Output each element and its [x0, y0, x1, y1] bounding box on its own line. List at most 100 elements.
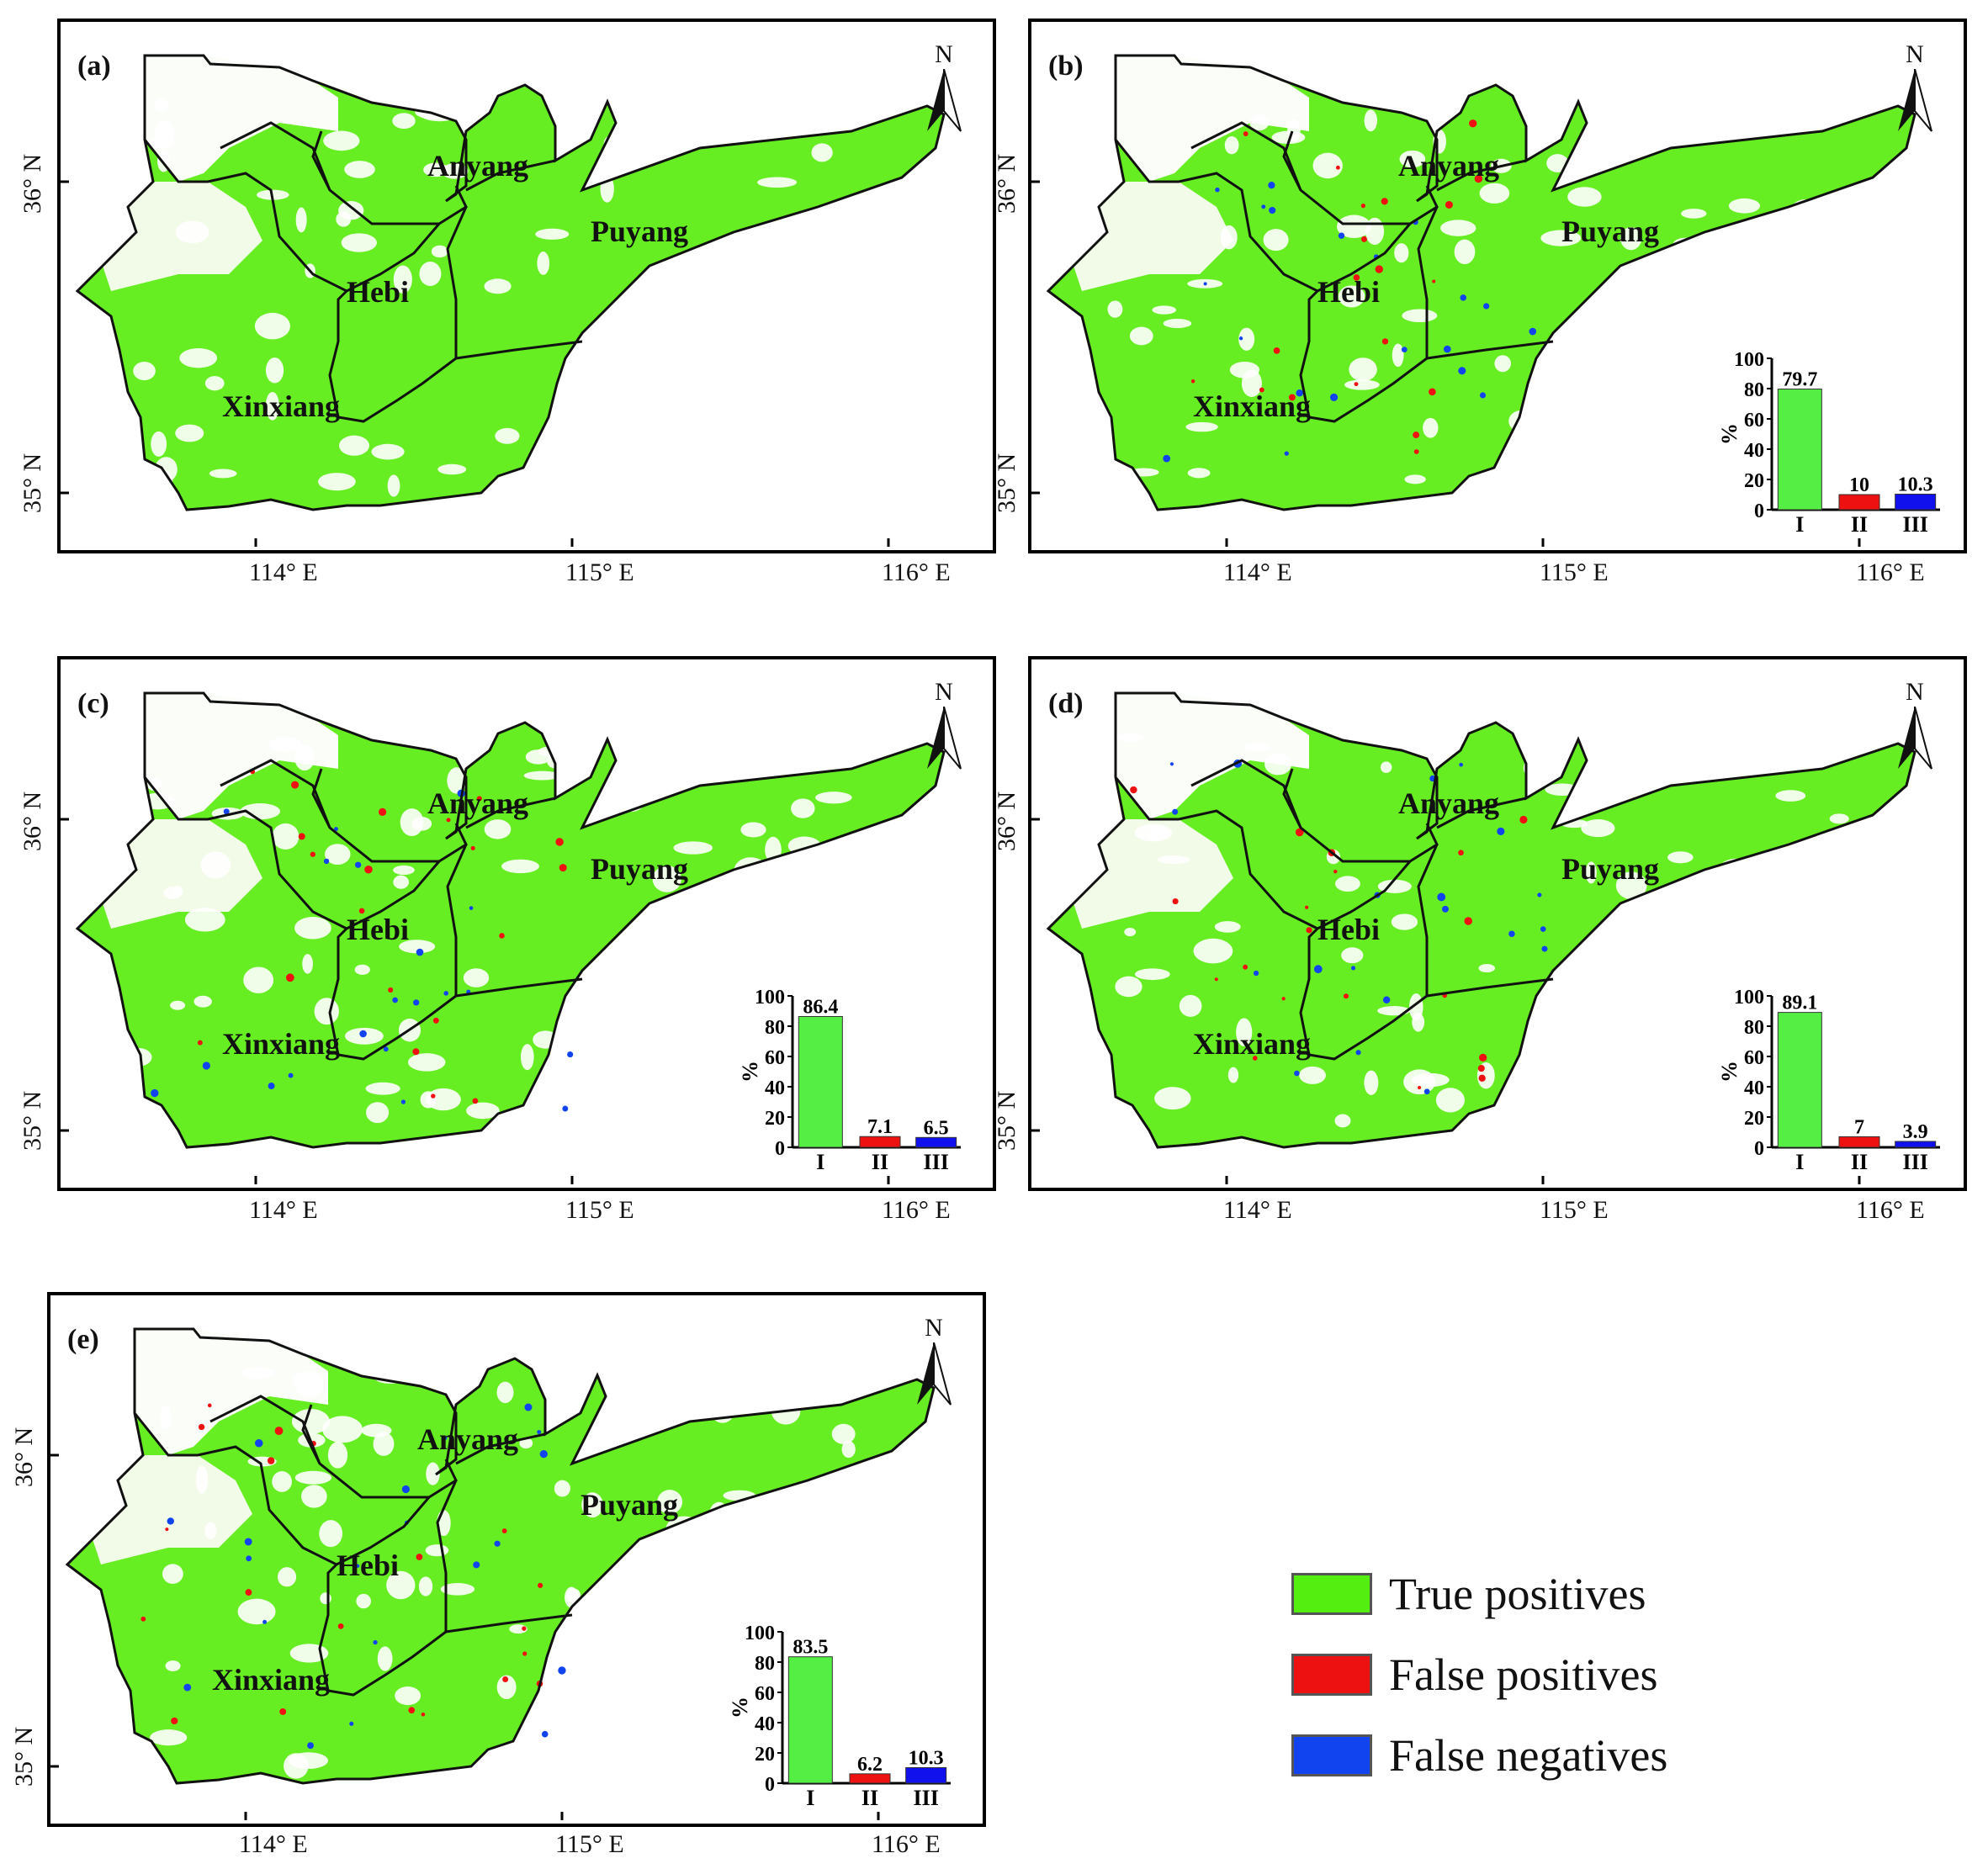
- settlement-patch: [1394, 243, 1409, 263]
- settlement-patch: [377, 1646, 393, 1671]
- map-area: [61, 54, 946, 547]
- city-label-xinxiang: Xinxiang: [222, 1027, 341, 1061]
- settlement-patch: [797, 912, 819, 929]
- city-label-anyang: Anyang: [1398, 149, 1500, 183]
- settlement-patch: [200, 851, 231, 879]
- error-speckle: [1253, 970, 1259, 977]
- accuracy-bar-chart: 0 20 40 60 80 100% 79.7 I 10 II 10.3 III: [1713, 325, 1957, 543]
- settlement-patch: [568, 1053, 582, 1069]
- error-speckle: [1343, 993, 1349, 999]
- error-speckle: [522, 1651, 527, 1656]
- mountain-area: [145, 693, 338, 819]
- settlement-patch: [1227, 1067, 1239, 1083]
- settlement-patch: [1756, 945, 1794, 964]
- settlement-patch: [319, 1520, 343, 1548]
- settlement-patch: [1559, 327, 1586, 353]
- cropland-area: [1048, 56, 1915, 510]
- settlement-patch: [501, 859, 539, 874]
- settlement-patch: [669, 1373, 681, 1399]
- category-label: I: [1795, 512, 1804, 537]
- settlement-patch: [1423, 417, 1439, 438]
- settlement-patch: [1402, 309, 1438, 323]
- settlement-patch: [1229, 361, 1260, 379]
- settlement-patch: [523, 770, 561, 781]
- settlement-patch: [1775, 790, 1806, 802]
- error-speckle: [223, 808, 230, 815]
- settlement-patch: [1154, 1087, 1191, 1110]
- error-speckle: [1360, 204, 1365, 209]
- settlement-patch: [769, 113, 791, 125]
- error-speckle: [1259, 387, 1264, 393]
- settlement-patch: [533, 1721, 552, 1731]
- bar: [798, 1015, 843, 1148]
- settlement-patch: [294, 1470, 332, 1485]
- settlement-patch: [757, 231, 782, 253]
- settlement-patch: [1095, 1116, 1129, 1126]
- error-speckle: [1335, 165, 1340, 170]
- error-speckle: [359, 1030, 367, 1038]
- settlement-patch: [341, 233, 377, 252]
- city-boundary: [1282, 130, 1302, 191]
- settlement-patch: [1667, 256, 1704, 278]
- settlement-patch: [1263, 229, 1289, 251]
- settlement-patch: [681, 426, 708, 453]
- settlement-patch: [495, 427, 520, 444]
- settlement-patch: [651, 316, 677, 346]
- city-boundary: [1426, 977, 1554, 998]
- error-speckle: [559, 864, 567, 872]
- settlement-patch: [496, 1381, 514, 1404]
- settlement-patch: [1551, 426, 1575, 436]
- error-speckle: [1459, 762, 1463, 767]
- y-tick-label: 40: [1744, 440, 1764, 462]
- error-speckle: [358, 908, 365, 914]
- city-boundary: [445, 1613, 573, 1633]
- error-speckle: [323, 858, 330, 865]
- settlement-patch: [729, 447, 767, 474]
- settlement-patch: [160, 1405, 172, 1430]
- settlement-patch: [1654, 961, 1679, 989]
- error-speckle: [442, 1435, 448, 1441]
- city-label-puyang: Puyang: [1561, 852, 1660, 886]
- settlement-patch: [1667, 851, 1694, 864]
- error-speckle: [1354, 382, 1359, 387]
- settlement-patch: [1712, 312, 1724, 332]
- north-label: N: [1906, 678, 1924, 706]
- settlement-patch: [740, 1592, 773, 1602]
- lon-tick-115: 115° E: [565, 559, 634, 586]
- settlement-patch: [652, 118, 670, 142]
- y-tick-label: 100: [755, 987, 785, 1009]
- error-speckle: [1469, 119, 1477, 128]
- error-speckle: [171, 1717, 178, 1725]
- error-speckle: [1541, 945, 1548, 952]
- bar-chart-svg: 0 20 40 60 80 100% 83.5 I 6.2 II 10.3 III: [728, 1623, 951, 1810]
- settlement-patch: [179, 347, 218, 368]
- error-speckle: [307, 1742, 314, 1750]
- settlement-patch: [1683, 1077, 1712, 1104]
- error-speckle: [1172, 897, 1179, 905]
- settlement-patch: [1545, 389, 1567, 401]
- settlement-patch: [537, 251, 550, 275]
- settlement-patch: [344, 161, 375, 178]
- error-speckle: [254, 1439, 263, 1448]
- settlement-patch: [830, 983, 842, 1001]
- settlement-patch: [715, 754, 750, 783]
- error-speckle: [1458, 367, 1466, 375]
- y-tick-label: 20: [1744, 470, 1764, 492]
- settlement-patch: [325, 844, 351, 866]
- settlement-patch: [463, 968, 490, 987]
- error-speckle: [349, 1721, 354, 1726]
- error-speckle: [1172, 808, 1179, 815]
- city-boundary: [436, 1480, 458, 1632]
- error-speckle: [244, 1538, 252, 1546]
- error-speckle: [1313, 965, 1323, 974]
- north-label: N: [925, 1314, 943, 1342]
- map-area: [1031, 54, 1916, 547]
- settlement-patch: [302, 954, 313, 974]
- city-boundary: [1417, 206, 1439, 358]
- error-speckle: [446, 818, 451, 823]
- settlement-patch: [254, 312, 290, 340]
- settlement-patch: [440, 1583, 475, 1596]
- city-boundary: [446, 844, 468, 996]
- settlement-patch: [568, 401, 591, 410]
- settlement-patch: [1717, 408, 1729, 426]
